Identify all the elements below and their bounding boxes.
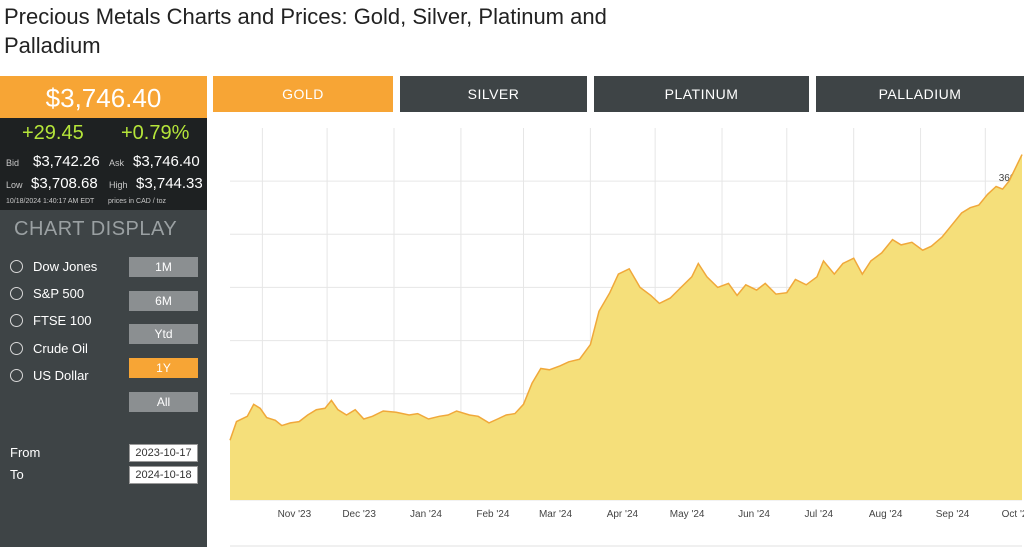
high-value: $3,744.33 xyxy=(136,175,203,192)
radio-circle-icon[interactable] xyxy=(10,341,23,355)
bid-label: Bid xyxy=(6,158,20,168)
x-tick-label: Jan '24 xyxy=(410,509,442,520)
overlay-radio-crude-oil[interactable]: Crude Oil xyxy=(10,339,88,357)
from-date-input[interactable] xyxy=(129,444,198,462)
page-title: Precious Metals Charts and Prices: Gold,… xyxy=(4,4,607,58)
x-tick-label: Jun '24 xyxy=(738,509,770,520)
x-tick-label: Apr '24 xyxy=(607,509,639,520)
x-tick-label: Dec '23 xyxy=(342,509,376,520)
range-button-all[interactable]: All xyxy=(129,392,198,412)
overlay-label: Dow Jones xyxy=(33,258,98,274)
low-value: $3,708.68 xyxy=(31,175,98,192)
overlay-label: S&P 500 xyxy=(33,285,85,301)
quote-details: +29.45 +0.79% Bid $3,742.26 Ask $3,746.4… xyxy=(0,118,207,210)
low-label: Low xyxy=(6,180,23,190)
price-units: prices in CAD / toz xyxy=(108,198,166,205)
tab-gold[interactable]: GOLD xyxy=(213,76,393,112)
tab-silver[interactable]: SILVER xyxy=(400,76,587,112)
radio-circle-icon[interactable] xyxy=(10,368,23,382)
radio-circle-icon[interactable] xyxy=(10,313,23,327)
tab-platinum[interactable]: PLATINUM xyxy=(594,76,809,112)
range-button-6m[interactable]: 6M xyxy=(129,291,198,311)
price-line xyxy=(229,154,1023,441)
radio-circle-icon[interactable] xyxy=(10,259,23,273)
price-change: +29.45 xyxy=(22,122,84,144)
to-label: To xyxy=(10,467,24,482)
range-button-1m[interactable]: 1M xyxy=(129,257,198,277)
tab-palladium[interactable]: PALLADIUM xyxy=(816,76,1024,112)
current-price: $3,746.40 xyxy=(0,76,207,118)
overlay-label: FTSE 100 xyxy=(33,312,92,328)
range-button-1y[interactable]: 1Y xyxy=(129,358,198,378)
ask-label: Ask xyxy=(109,158,125,168)
x-tick-label: Sep '24 xyxy=(936,509,970,520)
sidebar: $3,746.40 +29.45 +0.79% Bid $3,742.26 As… xyxy=(0,76,207,547)
x-tick-label: Nov '23 xyxy=(278,509,312,520)
overlay-radio-ftse100[interactable]: FTSE 100 xyxy=(10,311,92,329)
overlay-radio-us-dollar[interactable]: US Dollar xyxy=(10,366,89,384)
bid-value: $3,742.26 xyxy=(33,153,100,170)
chart-display-title: CHART DISPLAY xyxy=(14,218,178,240)
price-change-percent: +0.79% xyxy=(121,122,190,144)
overlay-label: US Dollar xyxy=(33,367,89,383)
x-tick-label: Oct '24 xyxy=(1002,509,1024,520)
range-button-ytd[interactable]: Ytd xyxy=(129,324,198,344)
radio-circle-icon[interactable] xyxy=(10,286,23,300)
price-area xyxy=(230,154,1022,500)
to-date-input[interactable] xyxy=(129,466,198,484)
x-tick-label: Feb '24 xyxy=(476,509,509,520)
quote-timestamp: 10/18/2024 1:40:17 AM EDT xyxy=(6,198,95,205)
overlay-radio-dow-jones[interactable]: Dow Jones xyxy=(10,257,97,275)
from-label: From xyxy=(10,445,41,460)
x-tick-label: May '24 xyxy=(670,509,705,520)
ask-value: $3,746.40 xyxy=(133,153,200,170)
overlay-label: Crude Oil xyxy=(33,340,88,356)
x-tick-label: Jul '24 xyxy=(804,509,833,520)
overlay-radio-sp500[interactable]: S&P 500 xyxy=(10,284,84,302)
high-label: High xyxy=(109,180,128,190)
x-tick-label: Aug '24 xyxy=(869,509,903,520)
x-tick-label: Mar '24 xyxy=(539,509,572,520)
